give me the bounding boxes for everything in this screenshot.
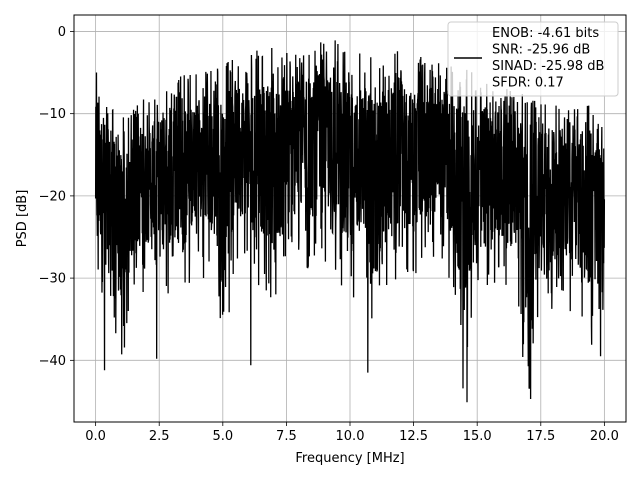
x-tick-label: 10.0 <box>336 429 365 444</box>
x-tick-label: 20.0 <box>590 429 619 444</box>
x-axis-label: Frequency [MHz] <box>295 451 404 466</box>
plot-area <box>94 40 606 403</box>
x-tick-label: 12.5 <box>399 429 428 444</box>
legend-label: ENOB: -4.61 bits SNR: -25.96 dB SINAD: -25… <box>492 26 604 91</box>
y-tick-label: −30 <box>39 272 66 287</box>
legend-box <box>447 21 619 97</box>
y-axis-ticks: 0 −10 −20 −30 −40 <box>39 25 74 369</box>
x-tick-label: 2.5 <box>149 429 170 444</box>
y-tick-label: −40 <box>39 354 66 369</box>
x-tick-label: 5.0 <box>212 429 233 444</box>
y-axis-label: PSD [dB] <box>15 190 30 248</box>
legend: ENOB: -4.61 bits SNR: -25.96 dB SINAD: -25… <box>447 21 619 97</box>
y-tick-label: −20 <box>39 189 66 204</box>
psd-series-line <box>94 40 606 403</box>
y-tick-label: −10 <box>39 107 66 122</box>
legend-text: ENOB: -4.61 bits SNR: -25.96 dB SINAD: -25… <box>492 26 604 91</box>
y-tick-label: 0 <box>58 25 66 40</box>
x-axis-ticks: 0.0 2.5 5.0 7.5 10.0 12.5 15.0 17.5 20.0 <box>85 422 619 444</box>
x-tick-label: 15.0 <box>463 429 492 444</box>
x-tick-label: 17.5 <box>526 429 555 444</box>
x-tick-label: 0.0 <box>85 429 106 444</box>
x-tick-label: 7.5 <box>276 429 297 444</box>
